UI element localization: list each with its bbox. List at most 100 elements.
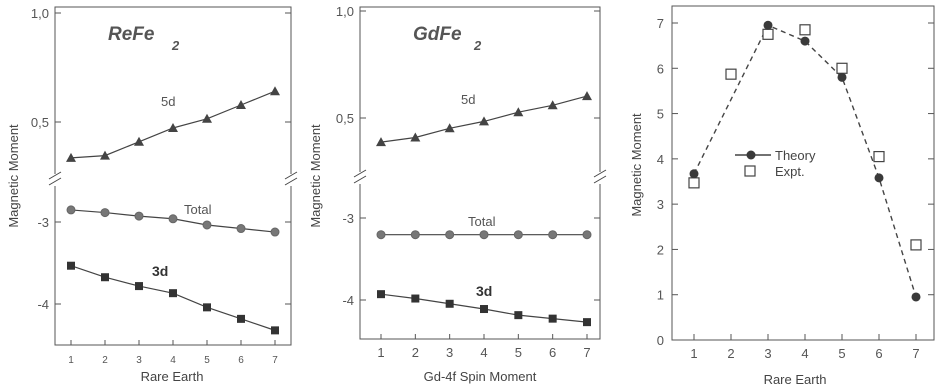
panel-3-x-tick-label-2: 2: [727, 346, 734, 361]
panel-2-x-ticks: 1 2 3 4 5 6 7: [377, 334, 591, 360]
panel-1-series-5d-point-4: [168, 123, 178, 132]
panel-1-y-tick-label-2: -3: [37, 215, 49, 230]
panel-1-series-5d-point-5: [202, 113, 212, 123]
panel-2-y-ticks: 1,0 0,5 -3 -4: [336, 4, 600, 308]
panel-3-series-expt-point-5: [836, 62, 848, 74]
panel-2-series-Total-point-6: [548, 230, 558, 240]
panel-1-x-tick-label-1: 1: [68, 355, 74, 366]
panel-1: ReFe 2 Magnetic Moment Rare Earth 1 2 3 4 5 6…: [6, 6, 298, 384]
panel-1-series-3d-point-4: [169, 289, 177, 298]
panel-3-series-expt-point-6: [873, 150, 885, 163]
panel-3-y-tick-label-1: 1: [657, 288, 664, 303]
panel-2-series-Total-point-7: [582, 230, 592, 240]
panel-1-series-Total-point-7: [270, 227, 280, 237]
panel-1-label-3d: 3d: [152, 263, 168, 279]
panel-2-title: GdFe: [413, 24, 462, 45]
panel-1-y-ticks: 1,0 0,5 -3 -4: [31, 6, 291, 312]
panel-1-y-axis-label: Magnetic Moment: [6, 124, 21, 228]
legend-theory-label: Theory: [775, 148, 816, 163]
panel-1-series-5d-point-3: [134, 136, 144, 146]
panel-2-series-3d-point-4: [480, 305, 488, 314]
panel-3-y-tick-label-0: 0: [657, 333, 664, 348]
panel-3-series-expt-point-7: [910, 239, 922, 251]
panel-3-series: [688, 20, 922, 302]
panel-3-series-theory-point-3: [763, 20, 773, 30]
panel-2-series: [376, 91, 592, 327]
panel-1-series-3d-point-3: [135, 282, 143, 291]
panel-3-y-tick-label-5: 5: [657, 107, 664, 122]
panel-3-series-theory-point-7: [911, 292, 921, 302]
panel-3-plot-frame: [671, 5, 935, 341]
panel-3-series-theory-point-5: [837, 72, 847, 82]
panel-1-series-Total-point-3: [134, 211, 144, 221]
panel-1-break-mark-b-1: [284, 177, 298, 186]
panel-2-x-axis-label: Gd-4f Spin Moment: [424, 369, 537, 384]
panel-1-y-tick-label-3: -4: [37, 297, 49, 312]
panel-1-y-tick-label-1: 0,5: [31, 115, 49, 130]
panel-3-series-theory-point-1: [689, 169, 699, 179]
panel-3-x-tick-label-7: 7: [912, 346, 919, 361]
panel-2-title-subscript: 2: [473, 38, 482, 53]
panel-2-x-tick-label-4: 4: [480, 345, 487, 360]
panel-2-x-tick-label-7: 7: [583, 345, 590, 360]
panel-1-series-5d-point-2: [100, 150, 110, 160]
panel-1-break-mark-a-0: [48, 171, 62, 180]
panel-2-series-3d-point-2: [411, 294, 420, 303]
panel-1-series-3d-point-6: [237, 314, 245, 323]
panel-2-series-5d-point-2: [410, 132, 421, 142]
panel-1-series-5d-point-1: [66, 152, 76, 162]
panel-3-x-tick-label-5: 5: [838, 346, 845, 361]
panel-1-title-subscript: 2: [171, 38, 180, 53]
panel-3-x-axis-label: Rare Earth: [764, 372, 827, 387]
panel-1-break-mark-a-1: [284, 171, 298, 180]
panel-2-y-tick-label-3: -4: [342, 293, 354, 308]
panel-1-series: [66, 86, 280, 335]
panel-2-x-tick-label-6: 6: [549, 345, 556, 360]
panel-1-series-Total-point-6: [236, 224, 246, 234]
panel-1-y-tick-label-0: 1,0: [31, 6, 49, 21]
panel-1-series-3d-point-1: [67, 261, 75, 270]
panel-2-series-Total-point-3: [445, 230, 455, 240]
panel-2-label-total: Total: [468, 214, 496, 229]
panel-1-break-mark-b-0: [48, 177, 62, 186]
panel-3-x-tick-label-6: 6: [875, 346, 882, 361]
panel-2-series-5d-point-4: [479, 116, 489, 126]
panel-2-series-5d-point-6: [547, 100, 558, 110]
panel-2-y-tick-label-0: 1,0: [336, 4, 354, 19]
panel-2-x-tick-label-3: 3: [446, 345, 453, 360]
panel-3-series-theory-point-6: [874, 173, 884, 183]
panel-2-series-3d-point-6: [548, 314, 557, 323]
panel-2-break-mark-a-1: [593, 169, 607, 178]
panel-1-axis-break: [48, 171, 298, 186]
panel-1-series-Total-point-2: [100, 208, 110, 218]
panel-1-series-3d-point-2: [101, 273, 109, 282]
panel-1-label-total: Total: [184, 202, 212, 217]
panel-1-series-Total-point-1: [66, 205, 76, 215]
panel-3-series-expt-point-1: [688, 177, 700, 189]
panel-3-legend: Theory Expt.: [735, 148, 816, 179]
panel-2-series-Total-point-2: [410, 230, 420, 240]
panel-3-x-tick-label-1: 1: [690, 346, 697, 361]
panel-1-x-ticks: 1 2 3 4 5 6 7: [68, 340, 278, 366]
panel-2-series-Total-point-1: [376, 230, 386, 240]
panel-2-x-tick-label-2: 2: [412, 345, 419, 360]
panel-1-series-Total-point-4: [168, 214, 178, 224]
panel-2-series-3d-point-1: [377, 290, 385, 299]
panel-2-y-tick-label-1: 0,5: [336, 111, 354, 126]
panel-1-series-3d-point-5: [203, 303, 211, 312]
panel-3-series-expt-point-3: [762, 28, 774, 40]
panel-3-series-theory-line: [693, 24, 917, 298]
panel-1-x-axis-label: Rare Earth: [141, 369, 204, 384]
panel-2-series-5d-point-3: [444, 123, 455, 133]
panel-2-break-mark-a-0: [353, 169, 367, 178]
panel-1-series-5d-point-7: [270, 86, 280, 96]
panel-2-y-tick-label-2: -3: [342, 211, 354, 226]
panel-2-y-axis-label: Magnetic Moment: [308, 124, 323, 228]
panel-3-y-tick-label-7: 7: [657, 16, 664, 31]
panel-2-break-mark-b-0: [353, 175, 367, 184]
panel-2-series-Total-point-4: [479, 230, 489, 240]
panel-3-x-tick-label-4: 4: [801, 346, 808, 361]
panel-3-series-expt-point-2: [725, 68, 737, 80]
panel-3-y-ticks: 0 1 2 3 4 5 6 7: [657, 16, 934, 348]
panel-3-y-tick-label-2: 2: [657, 242, 664, 257]
